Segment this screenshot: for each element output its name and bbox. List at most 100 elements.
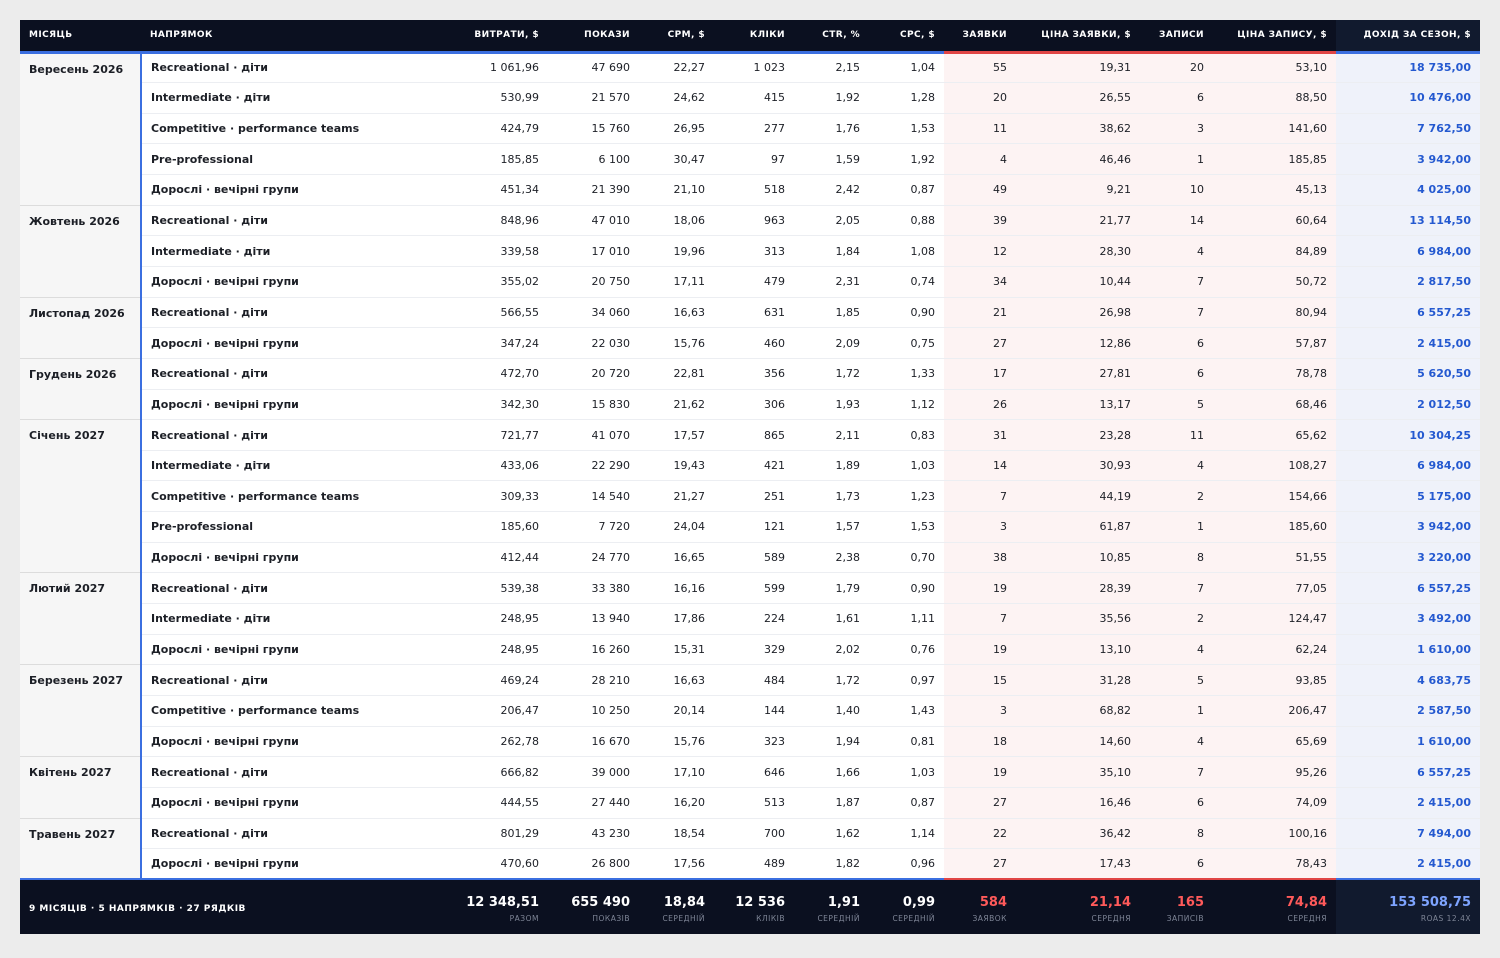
table-row[interactable]: Дорослі · вечірні групи 342,30 15 830 21,62…: [20, 389, 1480, 421]
table-row[interactable]: Intermediate · діти 530,99 21 570 24,62 415 1…: [20, 82, 1480, 114]
table-row[interactable]: Competitive · performance teams 424,79 15 …: [20, 113, 1480, 145]
revenue-cell: 6 557,25: [1336, 756, 1480, 788]
spend-cell: 530,99: [439, 82, 548, 114]
table-footer: 9 МІСЯЦІВ · 5 НАПРЯМКІВ · 27 РЯДКІВ 12 34…: [20, 878, 1480, 935]
table-row[interactable]: Грудень 2026 Recreational · діти 472,70 20 …: [20, 358, 1480, 421]
lead_price-cell: 19,31: [1016, 52, 1140, 84]
table-row[interactable]: Травень 2027 Recreational · діти 801,29 43 …: [20, 818, 1480, 880]
lead_price-cell: 28,39: [1016, 572, 1140, 605]
column-header-revenue[interactable]: ДОХІД ЗА СЕЗОН, $: [1336, 20, 1480, 54]
table-row[interactable]: Лютий 2027 Recreational · діти 539,38 33 38…: [20, 572, 1480, 666]
table-row[interactable]: Дорослі · вечірні групи 262,78 16 670 15,76…: [20, 726, 1480, 758]
column-header-spend[interactable]: ВИТРАТИ, $: [439, 20, 548, 54]
spend-cell: 412,44: [439, 542, 548, 574]
column-header-signup_price[interactable]: ЦІНА ЗАПИСУ, $: [1213, 20, 1336, 54]
cpc-cell: 0,88: [869, 205, 944, 237]
table-row[interactable]: Pre-professional 185,60 7 720 24,04 121 1,57 1…: [20, 511, 1480, 543]
impressions-cell: 20 720: [548, 358, 639, 390]
leads-cell: 38: [944, 542, 1016, 574]
impressions-cell: 15 830: [548, 389, 639, 421]
cpc-cell: 0,87: [869, 174, 944, 206]
table-row[interactable]: Competitive · performance teams 309,33 14 …: [20, 480, 1480, 513]
cpm-cell: 16,16: [639, 572, 714, 605]
table-row[interactable]: Листопад 2026 Recreational · діти 566,55 34…: [20, 297, 1480, 359]
table-row[interactable]: Дорослі · вечірні групи 451,34 21 390 21,10…: [20, 174, 1480, 206]
ctr-cell: 1,79: [794, 572, 869, 605]
signups-cell: 1: [1140, 511, 1213, 543]
clicks-cell: 277: [714, 113, 794, 145]
direction-cell: Дорослі · вечірні групи: [141, 174, 439, 206]
table-row[interactable]: Pre-professional 185,85 6 100 30,47 97 1,59 1,…: [20, 143, 1480, 176]
table-row[interactable]: Дорослі · вечірні групи 444,55 27 440 16,20…: [20, 787, 1480, 819]
total-spend: 12 348,51 РАЗОМ: [439, 878, 548, 935]
leads-cell: 12: [944, 235, 1016, 267]
revenue-cell: 10 304,25: [1336, 419, 1480, 451]
table-row[interactable]: Дорослі · вечірні групи 355,02 20 750 17,11…: [20, 266, 1480, 298]
signup_price-cell: 80,94: [1213, 297, 1336, 329]
signup_price-cell: 78,43: [1213, 848, 1336, 880]
leads-cell: 18: [944, 726, 1016, 758]
total-cpm: 18,84 СЕРЕДНІЙ: [639, 878, 714, 935]
cpc-cell: 1,23: [869, 480, 944, 513]
column-header-leads[interactable]: ЗАЯВКИ: [944, 20, 1016, 54]
signups-cell: 6: [1140, 787, 1213, 819]
leads-cell: 15: [944, 664, 1016, 696]
total-ctr: 1,91 СЕРЕДНІЙ: [794, 878, 869, 935]
column-header-month[interactable]: МІСЯЦЬ: [20, 20, 141, 54]
table-header: МІСЯЦЬ НАПРЯМОК ВИТРАТИ, $ ПОКАЗИ CPM, $ КЛІК…: [20, 20, 1480, 54]
table-row[interactable]: Дорослі · вечірні групи 470,60 26 800 17,56…: [20, 848, 1480, 880]
column-header-direction[interactable]: НАПРЯМОК: [141, 20, 439, 54]
total-clicks: 12 536 КЛІКІВ: [714, 878, 794, 935]
cpc-cell: 1,53: [869, 113, 944, 145]
cpc-cell: 1,53: [869, 511, 944, 543]
spend-cell: 342,30: [439, 389, 548, 421]
signup_price-cell: 88,50: [1213, 82, 1336, 114]
impressions-cell: 16 260: [548, 634, 639, 666]
column-header-signups[interactable]: ЗАПИСИ: [1140, 20, 1213, 54]
total-caption: РАЗОМ: [509, 914, 539, 924]
table-row[interactable]: Intermediate · діти 248,95 13 940 17,86 224 1…: [20, 603, 1480, 635]
spend-cell: 848,96: [439, 205, 548, 237]
table-row[interactable]: Competitive · performance teams 206,47 10 …: [20, 695, 1480, 727]
table-row[interactable]: Квітень 2027 Recreational · діти 666,82 39 …: [20, 756, 1480, 819]
spend-cell: 433,06: [439, 450, 548, 482]
column-header-clicks[interactable]: КЛІКИ: [714, 20, 794, 54]
column-header-cpm[interactable]: CPM, $: [639, 20, 714, 54]
direction-cell: Дорослі · вечірні групи: [141, 542, 439, 574]
signup_price-cell: 62,24: [1213, 634, 1336, 666]
table-row[interactable]: Дорослі · вечірні групи 248,95 16 260 15,31…: [20, 634, 1480, 666]
table-row[interactable]: Січень 2027 Recreational · діти 721,77 41 0…: [20, 419, 1480, 574]
total-leads: 584 ЗАЯВОК: [944, 878, 1016, 935]
signup_price-cell: 57,87: [1213, 327, 1336, 359]
table-row[interactable]: Intermediate · діти 433,06 22 290 19,43 421 1…: [20, 450, 1480, 482]
total-cpc: 0,99 СЕРЕДНІЙ: [869, 878, 944, 935]
ctr-cell: 2,05: [794, 205, 869, 237]
table-row[interactable]: Intermediate · діти 339,58 17 010 19,96 313 1…: [20, 235, 1480, 267]
column-header-impressions[interactable]: ПОКАЗИ: [548, 20, 639, 54]
month-cell: Квітень 2027: [20, 756, 142, 819]
table-row[interactable]: Дорослі · вечірні групи 347,24 22 030 15,76…: [20, 327, 1480, 359]
signup_price-cell: 51,55: [1213, 542, 1336, 574]
cpc-cell: 1,03: [869, 450, 944, 482]
month-cell: Березень 2027: [20, 664, 142, 758]
table-row[interactable]: Жовтень 2026 Recreational · діти 848,96 47 …: [20, 205, 1480, 298]
clicks-cell: 484: [714, 664, 794, 696]
signups-cell: 1: [1140, 143, 1213, 176]
signup_price-cell: 60,64: [1213, 205, 1336, 237]
column-header-lead_price[interactable]: ЦІНА ЗАЯВКИ, $: [1016, 20, 1140, 54]
ctr-cell: 2,09: [794, 327, 869, 359]
impressions-cell: 22 030: [548, 327, 639, 359]
column-header-ctr[interactable]: CTR, %: [794, 20, 869, 54]
lead_price-cell: 12,86: [1016, 327, 1140, 359]
clicks-cell: 144: [714, 695, 794, 727]
table-row[interactable]: Дорослі · вечірні групи 412,44 24 770 16,65…: [20, 542, 1480, 574]
column-header-cpc[interactable]: CPC, $: [869, 20, 944, 54]
signups-cell: 8: [1140, 818, 1213, 850]
table-row[interactable]: Вересень 2026 Recreational · діти 1 061,96…: [20, 52, 1480, 206]
cpm-cell: 30,47: [639, 143, 714, 176]
table-row[interactable]: Березень 2027 Recreational · діти 469,24 28…: [20, 664, 1480, 758]
spend-cell: 206,47: [439, 695, 548, 727]
leads-cell: 4: [944, 143, 1016, 176]
signups-cell: 6: [1140, 82, 1213, 114]
direction-cell: Recreational · діти: [141, 52, 439, 84]
